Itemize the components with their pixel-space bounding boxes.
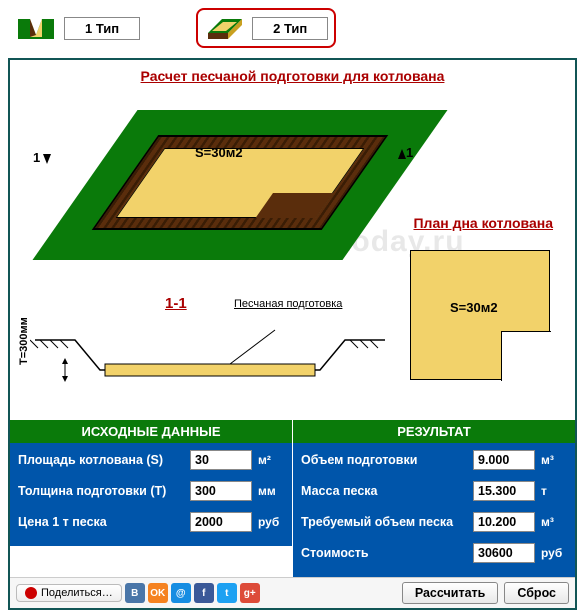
thickness-dim-label: T=300мм: [18, 317, 30, 365]
area-input[interactable]: [190, 450, 252, 470]
calculate-button[interactable]: Рассчитать: [402, 582, 499, 604]
bottom-bar: Поделиться… B OK @ f t g+ Рассчитать Сбр…: [10, 577, 575, 608]
reqvol-label: Требуемый объем песка: [301, 515, 473, 529]
result-table: РЕЗУЛЬТАТ Объем подготовки 9.000 м³ Масс…: [293, 420, 575, 577]
main-panel: Расчет песчаной подготовки для котлована…: [8, 58, 577, 610]
tab-type-1-label: 1 Тип: [64, 17, 140, 40]
reqvol-value: 10.200: [473, 512, 535, 532]
share-group: Поделиться… B OK @ f t g+: [16, 583, 260, 603]
plan-area-label: S=30м2: [195, 145, 243, 160]
tab-type-2-label: 2 Тип: [252, 17, 328, 40]
social-ok-icon[interactable]: OK: [148, 583, 168, 603]
social-vk-icon[interactable]: B: [125, 583, 145, 603]
reset-button[interactable]: Сброс: [504, 582, 569, 604]
social-fb-icon[interactable]: f: [194, 583, 214, 603]
cost-value: 30600: [473, 543, 535, 563]
plan2-title: План дна котлована: [413, 215, 553, 231]
thickness-input[interactable]: [190, 481, 252, 501]
input-table: ИСХОДНЫЕ ДАННЫЕ Площадь котлована (S) м²…: [10, 420, 293, 577]
price-input[interactable]: [190, 512, 252, 532]
share-icon: [25, 587, 37, 599]
social-gp-icon[interactable]: g+: [240, 583, 260, 603]
area-label: Площадь котлована (S): [18, 453, 190, 467]
tables: ИСХОДНЫЕ ДАННЫЕ Площадь котлована (S) м²…: [10, 420, 575, 577]
volume-label: Объем подготовки: [301, 453, 473, 467]
reqvol-unit: м³: [535, 515, 567, 529]
section-diagram: [30, 320, 390, 390]
diagram-title: Расчет песчаной подготовки для котлована: [10, 60, 575, 84]
type-tabs: 1 Тип 2 Тип: [0, 0, 585, 56]
section-title: 1-1: [165, 295, 187, 312]
mass-label: Масса песка: [301, 484, 473, 498]
cost-label: Стоимость: [301, 546, 473, 560]
volume-unit: м³: [535, 453, 567, 467]
volume-value: 9.000: [473, 450, 535, 470]
price-label: Цена 1 т песка: [18, 515, 190, 529]
section-mark-right: 1: [395, 145, 413, 160]
thickness-unit: мм: [252, 484, 284, 498]
social-mail-icon[interactable]: @: [171, 583, 191, 603]
thickness-label: Толщина подготовки (T): [18, 484, 190, 498]
tab-type-1[interactable]: 1 Тип: [10, 10, 146, 46]
plan-view: [70, 100, 410, 270]
result-header: РЕЗУЛЬТАТ: [293, 420, 575, 443]
price-unit: руб: [252, 515, 284, 529]
area-unit: м²: [252, 453, 284, 467]
plan2: S=30м2: [410, 250, 550, 380]
share-label: Поделиться…: [41, 587, 113, 599]
input-header: ИСХОДНЫЕ ДАННЫЕ: [10, 420, 292, 443]
mass-value: 15.300: [473, 481, 535, 501]
section-subtitle: Песчаная подготовка: [234, 298, 342, 310]
tab-type-2[interactable]: 2 Тип: [196, 8, 336, 48]
type1-icon: [16, 13, 56, 43]
plan2-area-label: S=30м2: [450, 300, 498, 315]
mass-unit: т: [535, 484, 567, 498]
cost-unit: руб: [535, 546, 567, 560]
diagram-area: Расчет песчаной подготовки для котлована…: [10, 60, 575, 420]
type2-icon: [204, 13, 244, 43]
share-button[interactable]: Поделиться…: [16, 584, 122, 602]
section-mark-left: 1: [33, 150, 51, 165]
social-tw-icon[interactable]: t: [217, 583, 237, 603]
